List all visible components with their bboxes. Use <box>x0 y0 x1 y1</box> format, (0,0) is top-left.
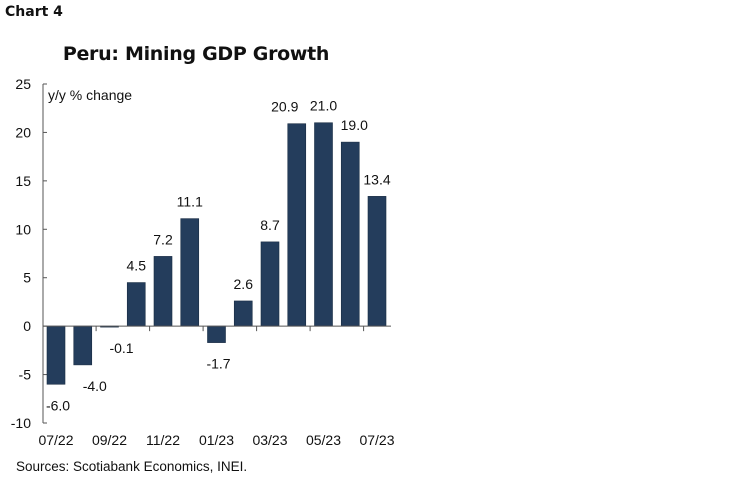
bar <box>153 256 173 327</box>
y-tick-label: -10 <box>11 415 31 431</box>
x-tick-label: 05/23 <box>306 432 341 448</box>
data-label: 13.4 <box>363 171 390 187</box>
bar <box>233 300 253 327</box>
x-tick-label: 07/22 <box>38 432 73 448</box>
source-note: Sources: Scotiabank Economics, INEI. <box>16 459 248 474</box>
data-label: 7.2 <box>153 231 173 247</box>
data-label: 20.9 <box>271 99 298 115</box>
bar <box>340 141 360 327</box>
y-tick-label: 10 <box>15 221 31 237</box>
x-tick-label: 07/23 <box>359 432 394 448</box>
y-tick-label: 15 <box>15 173 31 189</box>
bar <box>126 282 146 327</box>
data-label: 11.1 <box>177 194 203 210</box>
bar <box>367 196 387 327</box>
y-tick-label: 5 <box>23 270 31 286</box>
y-tick-label: 25 <box>15 76 31 92</box>
x-tick-label: 11/22 <box>146 432 180 448</box>
x-tick-label: 09/22 <box>92 432 127 448</box>
bar <box>180 218 200 327</box>
y-tick-label: 20 <box>15 124 31 140</box>
bar <box>73 325 93 366</box>
data-label: -6.0 <box>46 397 70 413</box>
data-label: -4.0 <box>83 378 107 394</box>
x-tick-label: 03/23 <box>252 432 287 448</box>
y-tick-label: -5 <box>19 367 32 383</box>
bar <box>314 122 333 327</box>
data-label: 8.7 <box>260 217 280 233</box>
data-label: -1.7 <box>206 356 230 372</box>
chart-number-label: Chart 4 <box>5 4 63 20</box>
data-label: 19.0 <box>341 117 368 133</box>
data-label: 4.5 <box>127 258 147 274</box>
data-label: 21.0 <box>310 98 337 114</box>
data-label: 2.6 <box>234 276 254 292</box>
bar <box>46 325 66 385</box>
bar <box>260 241 280 327</box>
y-axis-label: y/y % change <box>48 87 132 103</box>
x-tick-label: 01/23 <box>199 432 234 448</box>
bar <box>207 325 226 343</box>
y-tick-label: 0 <box>23 318 31 334</box>
chart-title: Peru: Mining GDP Growth <box>62 43 330 65</box>
data-label: -0.1 <box>109 340 133 356</box>
bar <box>287 123 307 327</box>
